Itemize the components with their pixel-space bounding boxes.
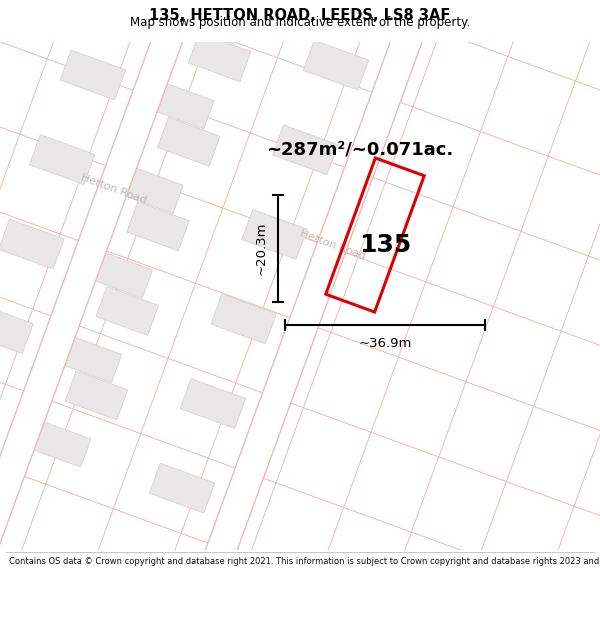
Text: Hetton Road: Hetton Road [298,228,367,261]
Polygon shape [60,336,122,382]
Text: Map shows position and indicative extent of the property.: Map shows position and indicative extent… [130,16,470,29]
Polygon shape [0,219,64,269]
Polygon shape [152,82,214,129]
Polygon shape [29,420,91,467]
Polygon shape [0,0,340,625]
Polygon shape [211,294,277,344]
Polygon shape [127,202,190,251]
Polygon shape [0,304,33,354]
Polygon shape [29,134,95,184]
Text: ~20.3m: ~20.3m [255,222,268,275]
Polygon shape [180,379,245,429]
Polygon shape [149,463,215,513]
Polygon shape [65,371,128,420]
Text: Hetton Road: Hetton Road [79,173,148,206]
Text: ~36.9m: ~36.9m [358,337,412,350]
Polygon shape [272,125,338,175]
Text: ~287m²/~0.071ac.: ~287m²/~0.071ac. [266,141,454,159]
Polygon shape [183,0,245,44]
Polygon shape [91,0,157,16]
Text: Contains OS data © Crown copyright and database right 2021. This information is : Contains OS data © Crown copyright and d… [9,558,600,566]
Polygon shape [91,251,152,298]
Polygon shape [157,118,220,166]
Polygon shape [242,209,307,259]
Polygon shape [121,166,183,213]
Polygon shape [60,50,125,100]
Polygon shape [303,40,369,90]
Text: 135: 135 [359,233,411,257]
Polygon shape [96,286,158,336]
Text: 135, HETTON ROAD, LEEDS, LS8 3AF: 135, HETTON ROAD, LEEDS, LS8 3AF [149,8,451,22]
Polygon shape [86,0,524,625]
Polygon shape [334,0,400,6]
Polygon shape [188,33,251,82]
